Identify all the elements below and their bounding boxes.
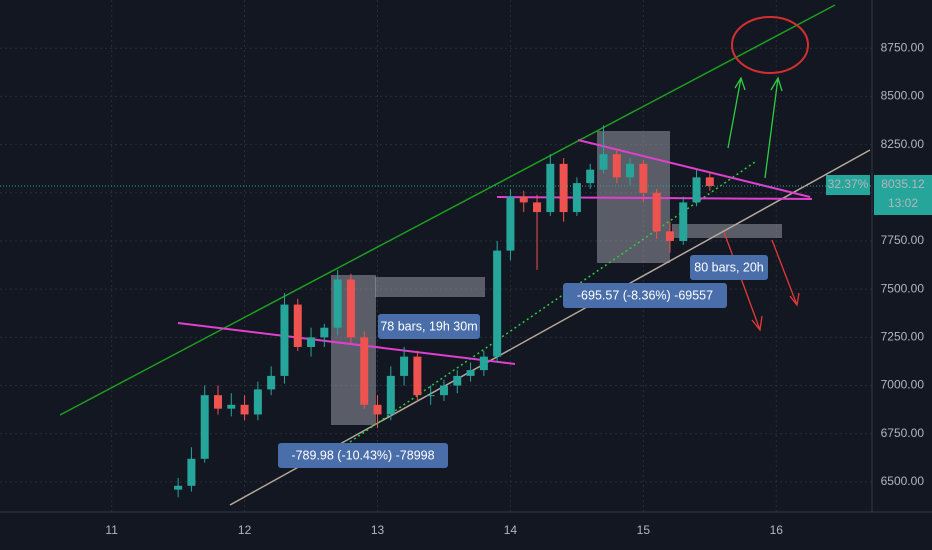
annotation: 78 bars, 19h 30m (380, 319, 477, 333)
candle-body (493, 250, 502, 357)
candle-body (453, 375, 462, 386)
down-arrows (723, 231, 800, 332)
annotation-box (690, 255, 768, 280)
candle-body (652, 192, 661, 232)
candle-body (267, 375, 276, 390)
candle-body (546, 163, 555, 213)
x-tick-label: 15 (637, 523, 651, 537)
price-label-box (874, 175, 932, 216)
candle-body (519, 196, 528, 203)
candle-body (346, 279, 355, 338)
y-tick-label: 7500.00 (881, 281, 925, 295)
candle-body (227, 404, 236, 409)
y-tick-label: 8500.00 (881, 89, 925, 103)
candle-body (626, 163, 635, 178)
candle-body (293, 304, 302, 347)
annotation-box (278, 443, 448, 468)
candle-body (692, 177, 701, 203)
candle-body (426, 395, 435, 397)
annotation-box (378, 314, 480, 339)
candle-body (413, 356, 422, 396)
x-tick-label: 14 (504, 523, 518, 537)
annotation: -789.98 (-10.43%) -78998 (291, 448, 434, 462)
candle-body (705, 177, 714, 187)
candle-body (333, 279, 342, 328)
candle-body (679, 202, 688, 241)
range-box (375, 277, 485, 297)
annotation: -695.57 (-8.36%) -69557 (577, 288, 713, 302)
annotation: 80 bars, 20h (694, 260, 764, 274)
candle-body (373, 404, 382, 415)
change-label: 32.37% (828, 177, 869, 191)
candle-body (174, 485, 183, 490)
x-tick-label: 16 (770, 523, 784, 537)
arrow (764, 76, 783, 179)
countdown-label: 13:02 (888, 196, 918, 210)
candle-body (360, 337, 369, 405)
candle-body (533, 202, 542, 213)
x-tick-label: 13 (371, 523, 385, 537)
y-tick-label: 8250.00 (881, 137, 925, 151)
candle-body (572, 183, 581, 213)
candle-body (187, 458, 196, 486)
candle-body (386, 375, 395, 415)
axes: 6500.00 6750.00 7000.00 7250.00 7500.00 7750.… (0, 40, 932, 537)
range-box (672, 224, 782, 238)
up-arrows (727, 76, 783, 179)
candle-body (280, 304, 289, 376)
annotation-box (563, 283, 727, 308)
y-tick-label: 7750.00 (881, 233, 925, 247)
change-label-box (826, 175, 870, 196)
annotations: 78 bars, 19h 30m -789.98 (-10.43%) -7899… (278, 255, 768, 468)
x-tick-label: 11 (105, 523, 118, 537)
candle-body (214, 395, 222, 409)
candle-body (639, 163, 648, 193)
candle-body (665, 231, 674, 241)
arrow (723, 231, 763, 332)
trend-line (349, 161, 756, 443)
arrow (771, 239, 800, 307)
arrow (727, 76, 746, 149)
y-tick-label: 6500.00 (881, 474, 925, 488)
candle-body (559, 163, 568, 213)
candles (174, 125, 714, 498)
candle-body (599, 154, 608, 170)
candle-body (200, 395, 209, 459)
x-tick-label: 12 (238, 523, 252, 537)
candle-body (506, 196, 515, 251)
y-tick-label: 7000.00 (881, 378, 925, 392)
y-tick-label: 6750.00 (881, 426, 925, 440)
candle-body (586, 169, 595, 184)
candle-body (479, 356, 488, 371)
resistance-line (177, 322, 516, 365)
candle-body (439, 385, 448, 396)
price-label: 8035.12 (881, 177, 925, 191)
y-tick-label: 7250.00 (881, 330, 925, 344)
y-tick-label: 8750.00 (881, 40, 925, 54)
candle-body (253, 389, 262, 415)
candle-body (612, 154, 621, 178)
target-circle (731, 16, 809, 74)
candle-body (320, 327, 329, 338)
candle-body (307, 337, 316, 347)
channel-line (59, 4, 836, 416)
candle-body (400, 356, 409, 376)
candle-body (466, 370, 475, 376)
candle-body (240, 404, 249, 415)
